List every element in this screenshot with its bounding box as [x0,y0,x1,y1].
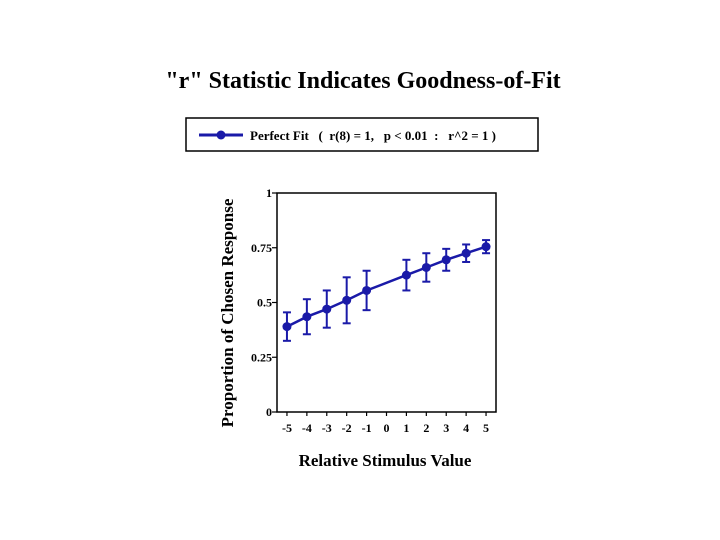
series-line [286,245,487,328]
legend: Perfect Fit ( r(8) = 1, p < 0.01 : r^2 =… [185,117,539,152]
y-axis-label: Proportion of Chosen Response [218,198,237,427]
legend-marker [216,130,226,140]
data-point [282,322,292,332]
x-tick-label: -3 [322,421,332,435]
x-tick-label: 0 [384,421,390,435]
chart-title: "r" Statistic Indicates Goodness-of-Fit [165,68,560,94]
data-point [441,255,451,265]
data-point [461,248,471,258]
series-layer [282,239,491,342]
data-point [302,312,312,322]
plot-frame [276,192,497,413]
x-tick-label: 4 [463,421,469,435]
x-tick-label: 3 [443,421,449,435]
data-point [322,304,332,314]
x-tick-label: -1 [362,421,372,435]
y-tick-label: 0.5 [257,296,272,310]
x-axis-label: Relative Stimulus Value [299,451,472,470]
x-tick-label: 1 [403,421,409,435]
legend-box [185,117,539,152]
legend-label: Perfect Fit ( r(8) = 1, p < 0.01 : r^2 =… [250,128,496,143]
data-point [342,295,352,305]
x-tick-label: 2 [423,421,429,435]
x-tick-label: 5 [483,421,489,435]
data-point [401,270,411,280]
y-tick-label: 0.25 [251,350,272,364]
x-tick-label: -5 [282,421,292,435]
x-tick-label: -2 [342,421,352,435]
x-tick-label: -4 [302,421,312,435]
y-axis-ticks: 0 0.25 0.5 0.75 1 [251,186,277,419]
data-point [421,262,431,272]
data-point [481,242,491,252]
y-tick-label: 0.75 [251,241,272,255]
y-tick-label: 1 [266,186,272,200]
x-axis-ticks: -5 -4 -3 -2 -1 0 1 2 3 4 5 [282,412,489,435]
y-tick-label: 0 [266,405,272,419]
data-point [362,285,372,295]
